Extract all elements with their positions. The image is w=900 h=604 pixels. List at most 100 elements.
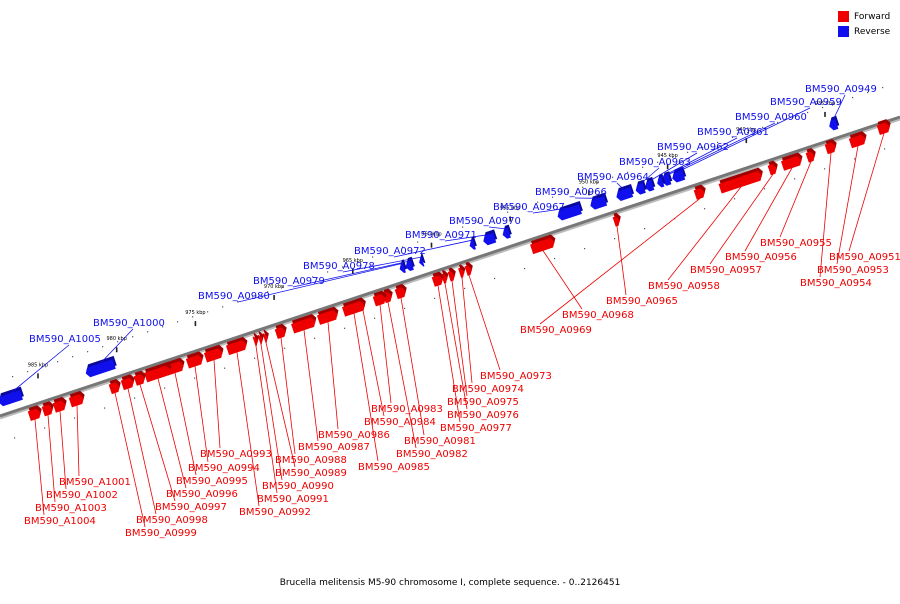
scale-dot bbox=[764, 188, 765, 189]
gene-label: BM590_A0963 bbox=[619, 157, 691, 168]
leader-line bbox=[710, 174, 773, 264]
scale-dot bbox=[284, 348, 285, 349]
scale-tick bbox=[824, 112, 826, 117]
scale-tick-label: 975 kbp bbox=[185, 310, 205, 316]
gene-label: BM590_A0998 bbox=[136, 515, 208, 526]
gene-label: BM590_A0994 bbox=[188, 463, 260, 474]
gene-label: BM590_A0973 bbox=[480, 371, 552, 382]
gene-label: BM590_A0964 bbox=[577, 172, 649, 183]
gene-label: BM590_A0962 bbox=[657, 142, 729, 153]
scale-dot bbox=[854, 158, 855, 159]
gene-label: BM590_A0969 bbox=[520, 325, 592, 336]
reverse-swatch bbox=[838, 26, 849, 37]
scale-dot bbox=[104, 407, 105, 408]
leader-line bbox=[380, 305, 391, 403]
gene-label: BM590_A0977 bbox=[440, 423, 512, 434]
gene-label: BM590_A0986 bbox=[318, 430, 390, 441]
scale-dot bbox=[644, 228, 645, 229]
leader-line bbox=[452, 281, 467, 396]
gene-label: BM590_A0972 bbox=[354, 246, 426, 257]
leader-line bbox=[328, 322, 338, 429]
scale-dot bbox=[464, 288, 465, 289]
leader-line bbox=[128, 388, 156, 514]
gene-label: BM590_A0978 bbox=[303, 261, 375, 272]
leader-line bbox=[10, 345, 69, 394]
scale-dot bbox=[57, 361, 58, 362]
gene-bm590_a0949 bbox=[827, 116, 841, 131]
gene-label: BM590_A1005 bbox=[29, 334, 101, 345]
scale-dot bbox=[44, 427, 45, 428]
scale-dot bbox=[524, 268, 525, 269]
gene-label: BM590_A0955 bbox=[760, 238, 832, 249]
gene-label: BM590_A0960 bbox=[735, 112, 807, 123]
gene-label: BM590_A0993 bbox=[200, 449, 272, 460]
gene-label: BM590_A0958 bbox=[648, 281, 720, 292]
scale-dot bbox=[434, 298, 435, 299]
leader-line bbox=[849, 133, 884, 251]
gene-label: BM590_A0966 bbox=[535, 187, 607, 198]
scale-dot bbox=[12, 376, 13, 377]
scale-dot bbox=[614, 238, 615, 239]
leader-line bbox=[115, 393, 145, 527]
scale-dot bbox=[404, 308, 405, 309]
leader-line bbox=[140, 384, 175, 501]
leader-line bbox=[214, 360, 220, 448]
gene-label: BM590_A0979 bbox=[253, 276, 325, 287]
gene-label: BM590_A1002 bbox=[46, 490, 118, 501]
gene-bm590_a1000 bbox=[83, 356, 117, 378]
leader-line bbox=[175, 373, 196, 475]
leader-line bbox=[77, 405, 79, 476]
scale-dot bbox=[704, 208, 705, 209]
scale-dot bbox=[494, 278, 495, 279]
scale-dot bbox=[134, 397, 135, 398]
scale-dot bbox=[207, 311, 208, 312]
scale-dot bbox=[344, 328, 345, 329]
gene-label: BM590_A0971 bbox=[405, 230, 477, 241]
gene-label: BM590_A0951 bbox=[829, 252, 900, 263]
scale-tick bbox=[431, 243, 433, 248]
scale-dot bbox=[72, 356, 73, 357]
gene-label: BM590_A0999 bbox=[125, 528, 197, 539]
gene-label: BM590_A0957 bbox=[690, 265, 762, 276]
scale-dot bbox=[882, 87, 883, 88]
scale-dot bbox=[102, 346, 103, 347]
gene-label: BM590_A0987 bbox=[298, 442, 370, 453]
leader-line bbox=[780, 162, 811, 237]
sequence-caption: Brucella melitensis M5-90 chromosome I, … bbox=[0, 578, 900, 588]
gene-label: BM590_A0967 bbox=[493, 202, 565, 213]
scale-tick-label: 985 kbp bbox=[28, 362, 48, 368]
gene-label: BM590_A1004 bbox=[24, 516, 96, 527]
scale-dot bbox=[14, 437, 15, 438]
gene-bm590_a0971 bbox=[481, 229, 498, 246]
scale-tick bbox=[273, 295, 275, 300]
scale-dot bbox=[314, 338, 315, 339]
gene-label: BM590_A0970 bbox=[449, 216, 521, 227]
leader-line bbox=[837, 146, 858, 264]
scale-dot bbox=[194, 378, 195, 379]
gene-label: BM590_A0991 bbox=[257, 494, 329, 505]
scale-dot bbox=[417, 241, 418, 242]
scale-dot bbox=[224, 368, 225, 369]
gene-label: BM590_A0995 bbox=[176, 476, 248, 487]
gene-label: BM590_A0988 bbox=[275, 455, 347, 466]
legend-label-reverse: Reverse bbox=[854, 27, 890, 37]
gene-label: BM590_A0984 bbox=[364, 417, 436, 428]
scale-tick bbox=[195, 321, 197, 326]
gene-label: BM590_A0989 bbox=[275, 468, 347, 479]
scale-dot bbox=[794, 178, 795, 179]
leader-line bbox=[35, 419, 44, 515]
gene-label: BM590_A1001 bbox=[59, 477, 131, 488]
scale-dot bbox=[147, 331, 148, 332]
legend: Forward Reverse bbox=[838, 9, 890, 39]
gene-label: BM590_A0956 bbox=[725, 252, 797, 263]
leader-line bbox=[489, 227, 506, 229]
gene-label: BM590_A0982 bbox=[396, 449, 468, 460]
scale-dot bbox=[27, 371, 28, 372]
gene-label: BM590_A0959 bbox=[770, 97, 842, 108]
scale-dot bbox=[177, 321, 178, 322]
leader-line bbox=[48, 415, 55, 502]
gene-bm590_a0959 bbox=[670, 167, 687, 184]
legend-item-reverse: Reverse bbox=[838, 24, 890, 39]
leader-line bbox=[100, 329, 133, 364]
